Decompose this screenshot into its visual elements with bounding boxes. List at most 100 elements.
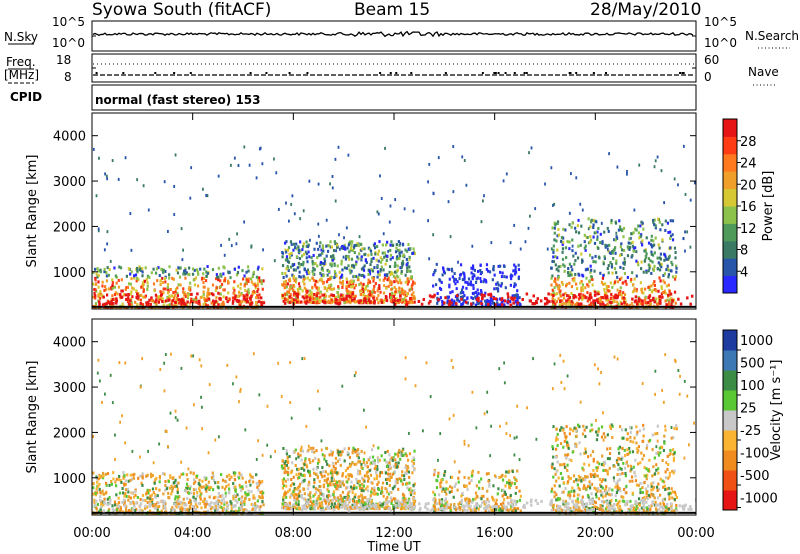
echo-pixel [239,286,242,290]
echo-pixel [638,163,641,167]
echo-pixel [486,497,489,501]
echo-pixel [570,225,573,229]
echo-pixel [114,291,117,295]
echo-pixel [371,481,374,485]
echo-pixel [357,456,360,460]
echo-pixel [457,260,459,264]
ground-scatter [601,296,604,300]
echo-pixel [174,153,177,157]
echo-pixel [328,285,331,289]
echo-pixel [385,505,388,509]
ground-scatter [93,294,97,298]
echo-pixel [398,298,401,302]
echo-pixel [190,491,193,495]
echo-pixel [610,263,613,267]
echo-pixel [408,452,412,456]
echo-pixel [319,271,322,275]
echo-pixel [309,300,312,304]
echo-pixel [237,290,241,294]
echo-pixel [490,241,493,245]
echo-pixel [390,501,393,505]
echo-pixel [366,284,369,288]
echo-pixel [603,256,607,260]
echo-pixel [318,504,321,508]
echo-pixel [354,506,357,510]
echo-pixel [323,474,326,478]
echo-pixel [327,482,330,486]
echo-pixel [230,505,233,509]
nave-label: Nave [748,65,779,79]
echo-pixel [477,507,480,511]
echo-pixel [503,492,506,496]
echo-pixel [380,471,384,475]
echo-pixel [260,282,263,286]
echo-pixel [449,506,452,510]
echo-pixel [215,507,218,511]
echo-pixel [305,240,308,244]
echo-pixel [384,478,388,482]
echo-pixel [586,267,590,271]
echo-pixel [192,298,195,302]
echo-pixel [217,174,220,178]
echo-pixel [348,280,351,284]
echo-pixel [317,222,320,226]
echo-pixel [94,296,97,300]
echo-pixel [309,500,312,504]
echo-pixel [660,292,663,296]
ground-scatter [646,301,650,305]
echo-pixel [226,474,229,478]
echo-pixel [380,298,383,302]
echo-pixel [397,275,400,279]
echo-pixel [300,495,303,499]
ground-scatter [528,299,532,303]
echo-pixel [484,291,487,295]
echo-pixel [103,497,106,501]
echo-pixel [649,243,653,247]
echo-pixel [350,247,353,251]
echo-pixel [194,488,198,492]
echo-pixel [622,266,625,270]
echo-pixel [291,273,294,277]
echo-pixel [385,490,389,494]
echo-pixel [300,300,303,304]
echo-pixel [166,291,170,295]
echo-pixel [287,260,291,264]
echo-pixel [413,449,416,453]
echo-pixel [189,471,192,475]
echo-pixel [477,470,480,474]
echo-pixel [619,289,622,293]
echo-pixel [341,497,344,501]
echo-pixel [220,243,222,247]
echo-pixel [391,486,394,490]
colorbar-swatch [723,119,737,137]
echo-pixel [262,491,265,495]
echo-pixel [97,292,100,296]
echo-pixel [328,453,331,457]
echo-pixel [352,282,355,286]
echo-pixel [344,504,348,508]
echo-pixel [97,285,100,289]
echo-pixel [299,448,302,452]
ground-scatter [305,300,309,304]
ground-scatter [334,298,338,302]
echo-pixel [298,472,301,476]
echo-pixel [151,487,155,491]
echo-pixel [560,280,564,284]
echo-pixel [620,253,623,257]
echo-pixel [134,307,137,309]
echo-pixel [620,228,623,232]
echo-pixel [205,298,208,302]
echo-pixel [376,275,379,279]
echo-pixel [255,176,258,180]
echo-pixel [360,258,363,262]
echo-pixel [223,253,226,257]
echo-pixel [381,481,385,485]
echo-pixel [384,298,387,302]
echo-pixel [583,294,587,298]
echo-pixel [663,290,666,294]
echo-pixel [495,282,498,286]
echo-pixel [653,165,656,169]
echo-pixel [228,270,231,274]
echo-pixel [175,299,178,303]
echo-pixel [364,496,367,500]
